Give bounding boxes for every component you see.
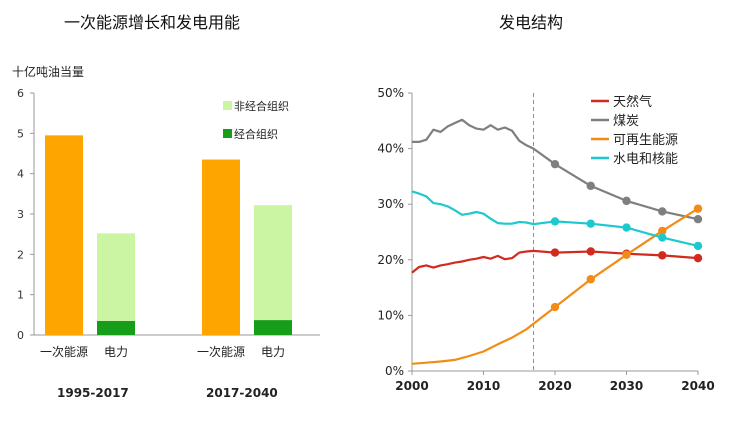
series-3-marker <box>586 275 595 284</box>
right-legend-label-2: 煤炭 <box>613 114 639 129</box>
left-y-axis-label: 十亿吨油当量 <box>12 65 85 79</box>
bar-1-1 <box>45 135 83 335</box>
left-legend-label-2: 经合组织 <box>234 127 278 141</box>
series-4-marker <box>622 223 631 232</box>
series-line-2 <box>412 118 699 221</box>
right-x-tick-label: 2020 <box>538 379 571 393</box>
series-2-marker <box>693 215 703 224</box>
left-legend-swatch-2 <box>223 129 232 138</box>
right-y-tick-label: 10% <box>377 308 404 322</box>
right-chart-title: 发电结构 <box>499 13 564 32</box>
series-4-marker <box>693 241 703 251</box>
left-y-tick-label: 5 <box>17 127 24 140</box>
series-4-marker <box>658 233 667 242</box>
series-1-marker <box>550 248 560 257</box>
right-x-tick-label: 2040 <box>681 379 714 393</box>
left-y-tick-label: 4 <box>17 168 24 181</box>
series-2-marker <box>550 159 560 169</box>
left-legend-swatch-1 <box>223 101 232 110</box>
left-legend-label-1: 非经合组织 <box>234 99 289 113</box>
series-2-marker <box>586 181 595 191</box>
left-y-tick-label: 3 <box>17 208 24 221</box>
right-x-tick-label: 2000 <box>395 379 428 393</box>
right-legend-label-3: 可再生能源 <box>613 133 678 148</box>
series-3-marker <box>658 226 667 236</box>
stacked-bar-1-oecd <box>97 320 135 335</box>
left-y-tick-label: 1 <box>17 289 24 302</box>
series-1-marker <box>658 251 667 260</box>
left-x-tick-label: 电力 <box>104 345 128 359</box>
left-y-tick-label: 6 <box>17 87 24 100</box>
right-y-tick-label: 0% <box>385 364 404 378</box>
series-1-marker <box>693 253 703 263</box>
series-line-4 <box>411 190 699 247</box>
right-legend-label-1: 天然气 <box>613 94 652 110</box>
stacked-bar-2-non-oecd <box>254 205 292 321</box>
series-line-1 <box>411 249 699 274</box>
series-4-marker <box>550 217 560 226</box>
right-y-tick-label: 40% <box>377 142 404 156</box>
right-y-tick-label: 20% <box>377 253 404 267</box>
right-y-tick-label: 50% <box>377 86 404 100</box>
series-3-marker <box>693 204 703 213</box>
left-x-tick-label: 一次能源 <box>40 345 88 359</box>
right-y-tick-label: 30% <box>377 197 404 211</box>
series-3-marker <box>622 250 631 259</box>
series-1-marker <box>586 247 595 256</box>
series-3-marker <box>550 302 560 312</box>
left-x-tick-label: 电力 <box>261 345 285 359</box>
series-line-3 <box>411 207 699 365</box>
left-chart-title: 一次能源增长和发电用能 <box>64 13 241 32</box>
bar-2-1 <box>202 159 240 335</box>
left-y-tick-label: 2 <box>17 248 24 261</box>
right-x-tick-label: 2010 <box>467 379 500 393</box>
right-line-chart: 0% 10% 20% 30% 40% 50% 2000 2010 2020 2030 2040 天然气… <box>377 86 714 393</box>
right-x-tick-label: 2030 <box>610 379 643 393</box>
period-label-1: 1995-2017 <box>57 386 129 400</box>
series-2-marker <box>622 196 631 206</box>
stacked-bar-2-oecd <box>254 320 292 335</box>
left-x-tick-label: 一次能源 <box>197 345 245 359</box>
stacked-bar-1-non-oecd <box>97 233 135 321</box>
series-2-marker <box>658 207 667 216</box>
right-legend-label-4: 水电和核能 <box>613 152 678 167</box>
series-4-marker <box>586 219 595 228</box>
left-y-tick-label: 0 <box>17 329 24 342</box>
period-label-2: 2017-2040 <box>206 386 278 400</box>
